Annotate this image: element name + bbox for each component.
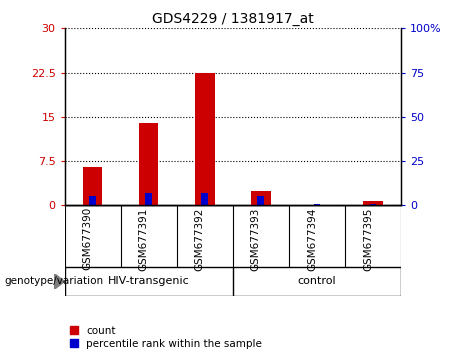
Bar: [313, 204, 320, 205]
Text: GSM677390: GSM677390: [83, 207, 93, 270]
Text: GSM677392: GSM677392: [195, 207, 205, 270]
Text: HIV-transgenic: HIV-transgenic: [108, 276, 189, 286]
Bar: [370, 204, 376, 205]
Bar: [258, 196, 264, 205]
Bar: [251, 190, 271, 205]
Text: GSM677394: GSM677394: [307, 207, 317, 270]
Text: GSM677391: GSM677391: [139, 207, 148, 270]
Legend: count, percentile rank within the sample: count, percentile rank within the sample: [70, 326, 262, 349]
Text: control: control: [298, 276, 336, 286]
Text: genotype/variation: genotype/variation: [5, 276, 104, 286]
Bar: [363, 201, 383, 205]
Bar: [145, 193, 152, 205]
Bar: [89, 195, 96, 205]
Bar: [139, 123, 159, 205]
Bar: [195, 73, 214, 205]
Text: GSM677393: GSM677393: [251, 207, 261, 270]
Polygon shape: [54, 274, 65, 289]
Title: GDS4229 / 1381917_at: GDS4229 / 1381917_at: [152, 12, 313, 26]
Bar: [83, 167, 102, 205]
Bar: [201, 193, 208, 205]
Text: GSM677395: GSM677395: [363, 207, 373, 270]
